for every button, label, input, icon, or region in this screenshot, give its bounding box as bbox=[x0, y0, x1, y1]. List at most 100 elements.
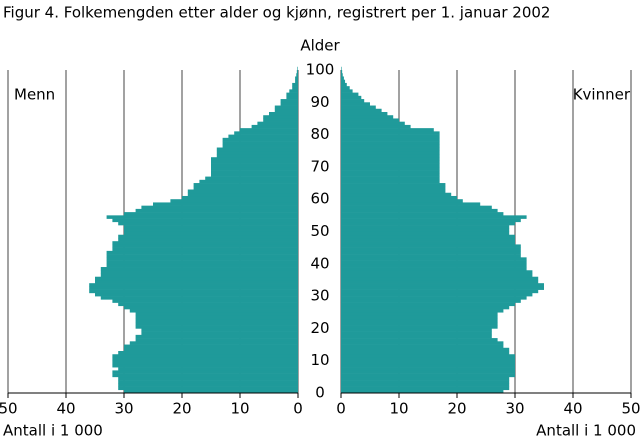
y-tick-label: 80 bbox=[310, 125, 329, 143]
bar bbox=[341, 360, 515, 365]
x-tick-label: 50 bbox=[621, 400, 640, 418]
x-tick-label: 0 bbox=[336, 400, 346, 418]
bar bbox=[341, 363, 515, 368]
x-axis-label: Antall i 1 000 bbox=[536, 422, 636, 440]
bar bbox=[141, 328, 298, 332]
bar bbox=[341, 108, 382, 113]
bar bbox=[341, 215, 527, 219]
bar bbox=[341, 241, 515, 245]
bar bbox=[95, 279, 298, 284]
bar bbox=[341, 102, 370, 106]
bar bbox=[112, 299, 299, 303]
bar bbox=[286, 92, 298, 97]
y-tick-label: 100 bbox=[306, 61, 335, 79]
bar bbox=[118, 383, 298, 387]
bar bbox=[118, 221, 298, 226]
bar bbox=[263, 115, 298, 119]
bar bbox=[341, 257, 527, 261]
bar bbox=[341, 380, 510, 384]
bar bbox=[341, 186, 446, 190]
bar bbox=[341, 205, 492, 210]
bar bbox=[341, 231, 510, 236]
bar bbox=[341, 386, 510, 391]
bar bbox=[341, 267, 527, 271]
bar bbox=[292, 86, 298, 90]
bar bbox=[341, 118, 399, 122]
bar bbox=[341, 302, 515, 307]
bar bbox=[170, 199, 298, 203]
bar bbox=[269, 111, 298, 116]
bar bbox=[341, 170, 440, 174]
bar bbox=[100, 267, 298, 271]
bar bbox=[341, 115, 394, 119]
bar bbox=[193, 186, 298, 190]
bar bbox=[222, 137, 298, 142]
x-tick-label: 20 bbox=[172, 400, 191, 418]
bar bbox=[193, 183, 298, 187]
bar bbox=[112, 244, 299, 248]
bar bbox=[341, 225, 510, 229]
bar bbox=[100, 273, 298, 278]
bar bbox=[106, 257, 298, 261]
bar bbox=[341, 263, 527, 268]
bar bbox=[341, 99, 365, 103]
bar bbox=[341, 260, 527, 265]
bar bbox=[341, 134, 440, 139]
bar bbox=[141, 331, 298, 336]
bar bbox=[251, 124, 298, 129]
bar bbox=[341, 144, 440, 148]
bar bbox=[124, 344, 298, 349]
bar bbox=[341, 367, 515, 371]
bar bbox=[341, 105, 376, 110]
bar bbox=[95, 276, 298, 281]
bar bbox=[341, 189, 446, 194]
bar bbox=[341, 296, 527, 300]
bar bbox=[341, 237, 515, 242]
bar bbox=[341, 347, 510, 352]
bar bbox=[205, 176, 298, 181]
x-tick-label: 50 bbox=[0, 400, 18, 418]
bar bbox=[129, 341, 298, 345]
bar bbox=[295, 76, 298, 80]
bar bbox=[341, 124, 411, 129]
bar bbox=[341, 357, 515, 361]
bar bbox=[106, 260, 298, 265]
bar bbox=[341, 289, 539, 294]
y-tick-label: 20 bbox=[310, 319, 329, 337]
bar bbox=[280, 99, 298, 103]
bar bbox=[222, 144, 298, 148]
bar bbox=[341, 351, 510, 355]
bar bbox=[112, 354, 299, 358]
y-tick-label: 0 bbox=[315, 384, 325, 402]
bar bbox=[341, 389, 504, 394]
bar bbox=[106, 250, 298, 255]
bar bbox=[135, 318, 298, 323]
bar bbox=[341, 318, 498, 323]
bar bbox=[341, 234, 515, 239]
bar bbox=[112, 357, 299, 361]
x-tick-label: 40 bbox=[563, 400, 582, 418]
bar bbox=[135, 334, 298, 339]
bar bbox=[341, 244, 521, 248]
bar bbox=[228, 134, 298, 139]
bar bbox=[297, 66, 298, 71]
bar bbox=[341, 376, 510, 381]
bar bbox=[187, 192, 298, 197]
bar bbox=[341, 150, 440, 155]
bar bbox=[341, 218, 521, 223]
bar bbox=[341, 370, 515, 374]
x-tick-label: 10 bbox=[230, 400, 249, 418]
bar bbox=[341, 254, 521, 258]
bar bbox=[280, 102, 298, 106]
bar bbox=[112, 363, 299, 368]
bar bbox=[341, 334, 492, 339]
bar bbox=[341, 92, 359, 97]
bar bbox=[274, 105, 298, 110]
bar bbox=[182, 195, 298, 200]
bar bbox=[153, 202, 298, 206]
bar bbox=[341, 273, 533, 278]
bar bbox=[341, 111, 388, 116]
bar bbox=[124, 347, 298, 352]
bar bbox=[341, 221, 515, 226]
